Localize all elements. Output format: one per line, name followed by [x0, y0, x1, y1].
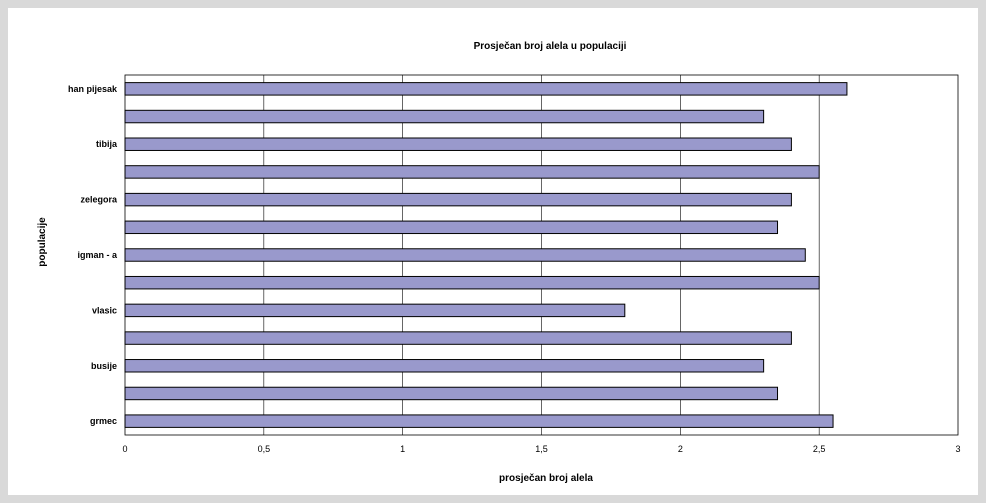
category-label: igman - a [77, 250, 118, 260]
y-axis-title: populacije [37, 217, 48, 267]
x-tick-label: 2 [678, 444, 683, 454]
x-tick-label: 1,5 [535, 444, 548, 454]
category-label: busije [91, 361, 117, 371]
bar [124, 248, 806, 262]
plot-area-border [124, 74, 959, 436]
bar [124, 414, 834, 428]
bar [124, 220, 779, 235]
x-tick-label: 0,5 [258, 444, 271, 454]
bar [124, 109, 765, 124]
category-label: vlasic [92, 305, 117, 315]
x-tick-label: 0 [122, 444, 127, 454]
category-labels: han pijesak tibija zelegora igman - a vlasic… [68, 84, 118, 426]
x-tick-label: 3 [955, 444, 960, 454]
x-tick-label: 2,5 [813, 444, 826, 454]
bar [124, 82, 848, 96]
bar [124, 303, 626, 318]
chart-frame: Prosječan broj alela u populaciji han pi… [8, 8, 978, 495]
bar [124, 331, 792, 345]
bar [124, 137, 792, 151]
bar [124, 275, 820, 290]
x-axis-title: prosječan broj alela [499, 473, 593, 484]
x-tick-labels: 0 0,5 1 1,5 2 2,5 3 [122, 444, 960, 454]
chart-title: Prosječan broj alela u populaciji [474, 41, 627, 52]
category-label: zelegora [80, 195, 118, 205]
bar [124, 192, 792, 207]
bar-chart: Prosječan broj alela u populaciji han pi… [37, 41, 961, 484]
bar [124, 386, 779, 401]
bar [124, 165, 820, 179]
bars [124, 82, 848, 428]
bar [124, 359, 765, 373]
category-label: grmec [90, 416, 117, 426]
category-label: tibija [96, 139, 118, 149]
x-tick-label: 1 [400, 444, 405, 454]
category-label: han pijesak [68, 84, 118, 94]
